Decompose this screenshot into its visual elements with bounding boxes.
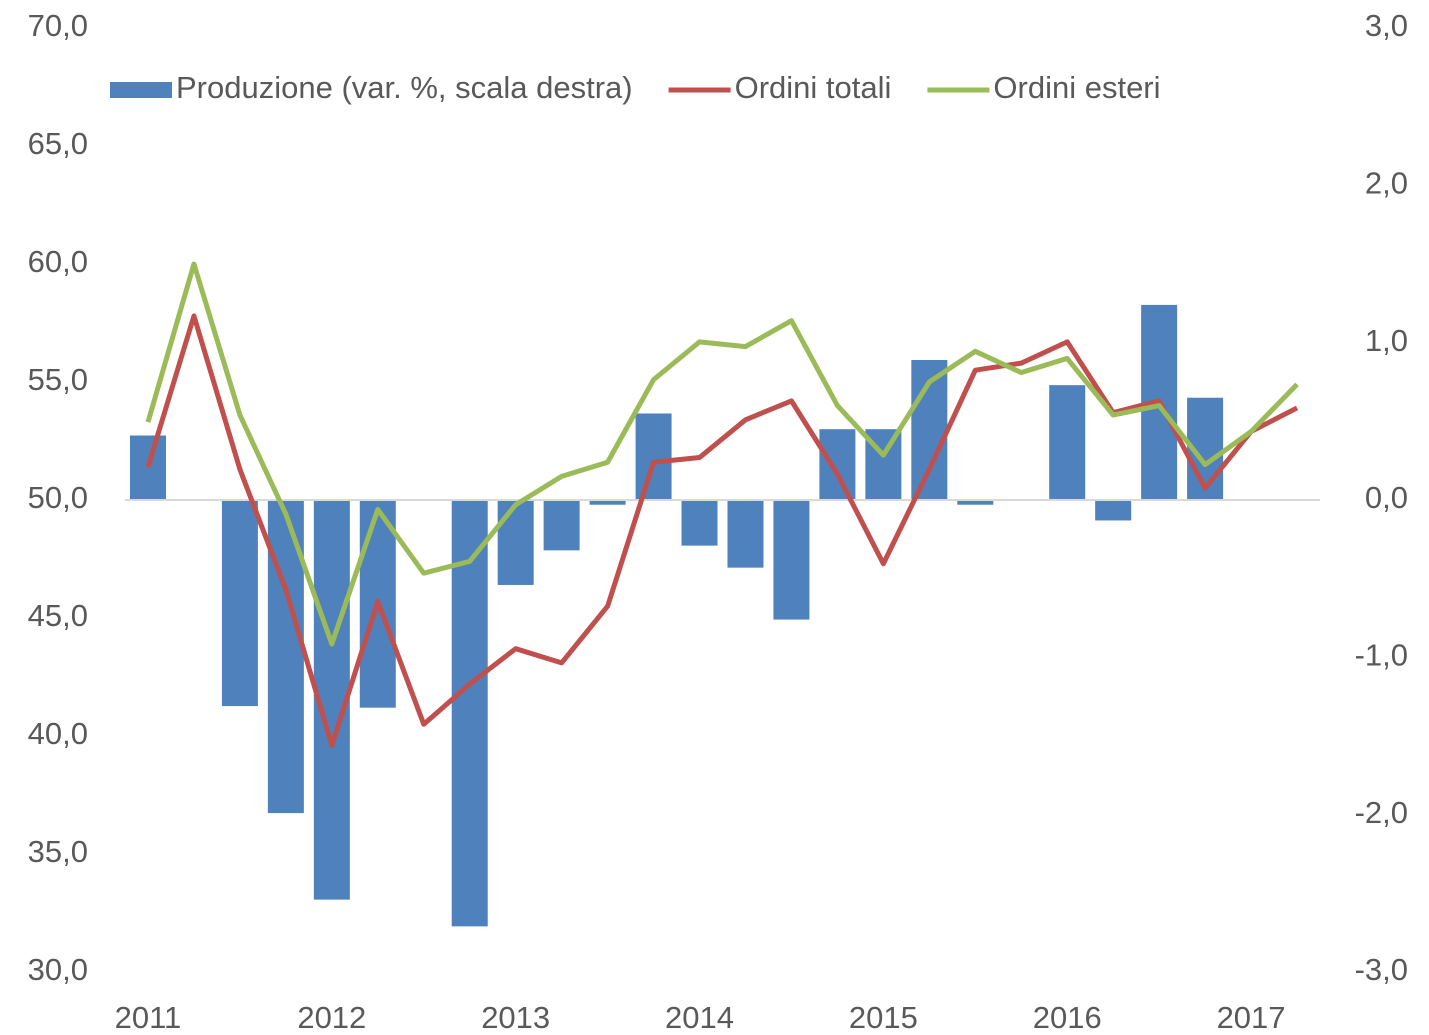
x-tick-label: 2015	[849, 1000, 918, 1035]
y-tick-label: 70,0	[28, 8, 88, 43]
y-tick-label: 60,0	[28, 244, 88, 279]
x-tick-label: 2016	[1033, 1000, 1102, 1035]
y2-tick-label: -1,0	[1355, 638, 1408, 673]
bar	[497, 500, 534, 585]
line-series	[145, 313, 1299, 748]
x-tick-label: 2012	[297, 1000, 366, 1035]
bar	[819, 429, 856, 500]
x-tick-label: 2017	[1217, 1000, 1286, 1035]
legend-label: Ordini esteri	[993, 70, 1160, 105]
bar	[1049, 385, 1086, 500]
y-tick-label: 30,0	[28, 952, 88, 987]
legend-label: Ordini totali	[735, 70, 892, 105]
bar	[1095, 500, 1132, 521]
y2-tick-label: 3,0	[1365, 8, 1408, 43]
y-tick-label: 65,0	[28, 126, 88, 161]
bar	[451, 500, 488, 927]
y2-tick-label: -3,0	[1355, 952, 1408, 987]
y-tick-label: 45,0	[28, 598, 88, 633]
y2-tick-label: 2,0	[1365, 166, 1408, 201]
y-tick-label: 55,0	[28, 362, 88, 397]
bar	[957, 500, 994, 505]
y-tick-label: 35,0	[28, 834, 88, 869]
bar	[635, 413, 672, 500]
legend-label: Produzione (var. %, scala destra)	[176, 70, 633, 105]
bar	[129, 435, 166, 500]
x-tick-label: 2014	[665, 1000, 734, 1035]
x-tick-label: 2013	[481, 1000, 550, 1035]
y-tick-label: 40,0	[28, 716, 88, 751]
legend-swatch	[110, 82, 172, 98]
x-tick-label: 2011	[115, 1000, 182, 1035]
bar	[727, 500, 764, 568]
y-tick-label: 50,0	[28, 480, 88, 515]
y2-tick-label: 1,0	[1365, 323, 1408, 358]
bar	[773, 500, 810, 620]
bar	[543, 500, 580, 551]
line-series	[145, 261, 1299, 647]
y2-tick-label: -2,0	[1355, 795, 1408, 830]
bar	[681, 500, 718, 546]
bar	[221, 500, 258, 707]
bar	[589, 500, 626, 505]
y2-tick-label: 0,0	[1365, 480, 1408, 515]
